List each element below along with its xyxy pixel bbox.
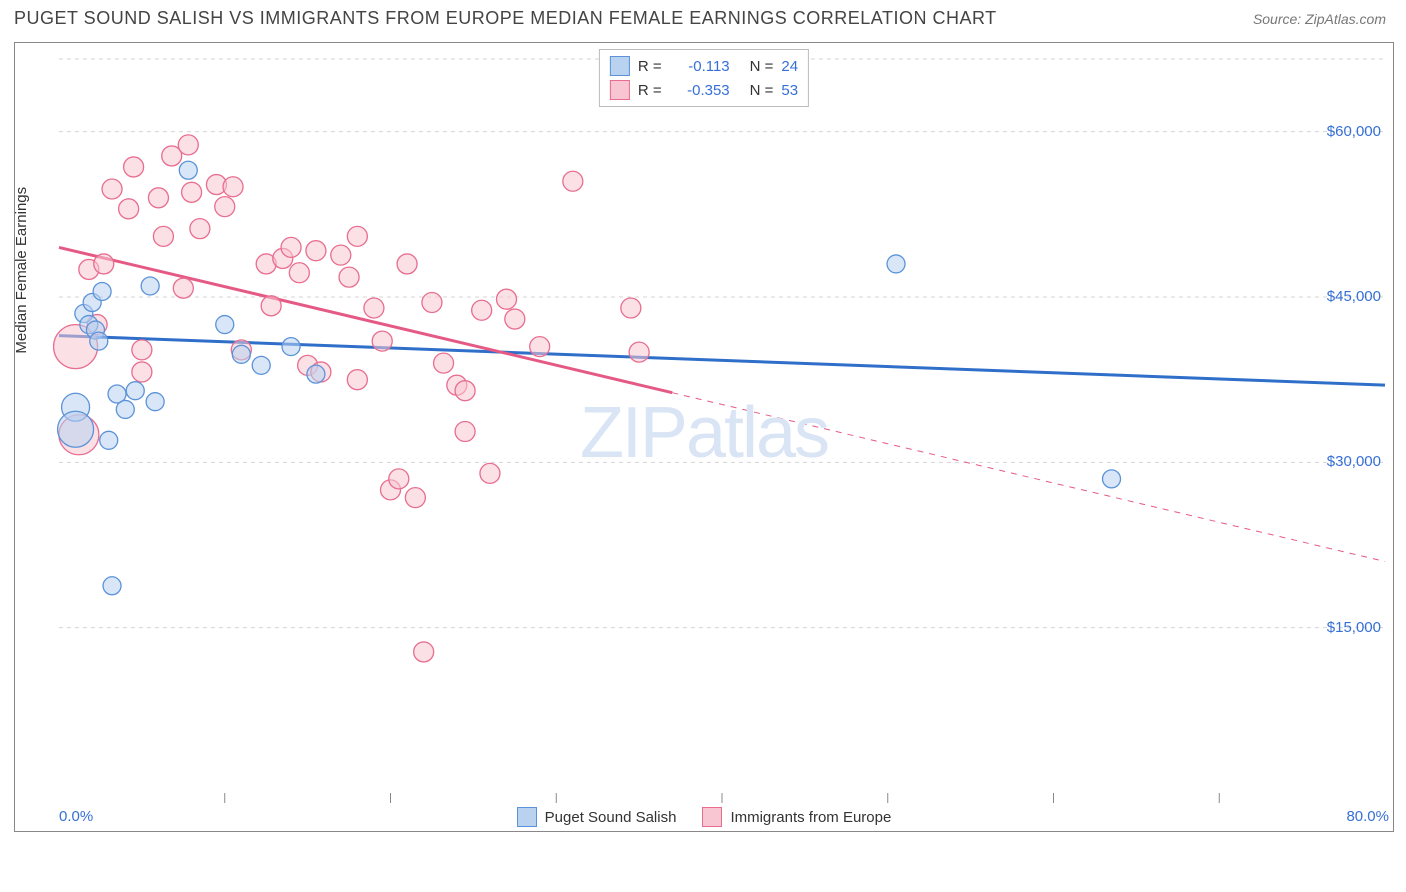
legend-swatch xyxy=(702,807,722,827)
series-legend: Puget Sound Salish Immigrants from Europe xyxy=(15,807,1393,827)
y-tick-label: $30,000 xyxy=(1327,453,1381,470)
correlation-legend: R =-0.113N =24R =-0.353N =53 xyxy=(599,49,809,107)
legend-swatch xyxy=(610,56,630,76)
chart-title: PUGET SOUND SALISH VS IMMIGRANTS FROM EU… xyxy=(14,8,997,29)
legend-label: Puget Sound Salish xyxy=(545,809,677,826)
y-tick-label: $45,000 xyxy=(1327,288,1381,305)
source-label: Source: ZipAtlas.com xyxy=(1253,11,1386,27)
scatter-chart xyxy=(15,43,1395,833)
legend-item: Immigrants from Europe xyxy=(702,807,891,827)
chart-container: ZIPatlas Median Female Earnings R =-0.11… xyxy=(14,42,1394,832)
legend-item: Puget Sound Salish xyxy=(517,807,677,827)
y-axis-label: Median Female Earnings xyxy=(13,187,30,354)
y-tick-label: $15,000 xyxy=(1327,619,1381,636)
legend-row: R =-0.113N =24 xyxy=(610,54,798,78)
legend-row: R =-0.353N =53 xyxy=(610,78,798,102)
y-tick-label: $60,000 xyxy=(1327,123,1381,140)
legend-label: Immigrants from Europe xyxy=(730,809,891,826)
legend-swatch xyxy=(610,80,630,100)
legend-swatch xyxy=(517,807,537,827)
